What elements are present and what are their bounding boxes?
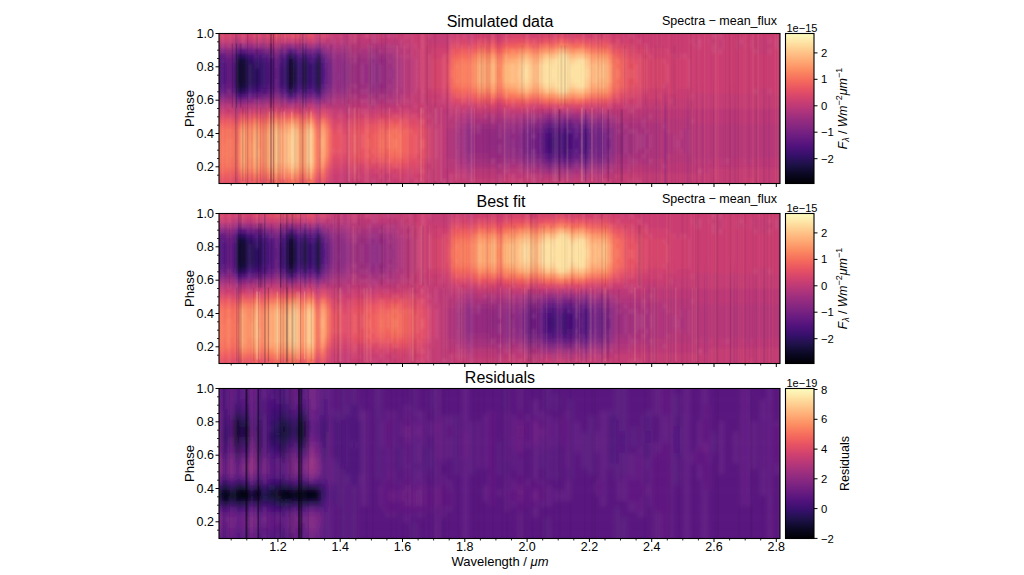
svg-text:Spectra − mean_flux: Spectra − mean_flux [662, 192, 778, 206]
svg-text:1.4: 1.4 [332, 540, 349, 554]
svg-text:1e−15: 1e−15 [787, 22, 818, 34]
svg-text:1e−15: 1e−15 [787, 202, 818, 214]
svg-text:1.0: 1.0 [197, 382, 214, 396]
svg-text:8: 8 [821, 384, 827, 396]
svg-text:0.6: 0.6 [197, 93, 214, 107]
svg-text:0.4: 0.4 [197, 307, 214, 321]
svg-text:2.2: 2.2 [581, 540, 598, 554]
svg-text:0: 0 [821, 280, 827, 292]
svg-text:0.4: 0.4 [197, 127, 214, 141]
svg-text:0: 0 [821, 503, 827, 515]
svg-text:2.8: 2.8 [768, 540, 785, 554]
svg-text:0.8: 0.8 [197, 240, 214, 254]
svg-text:Fλ / Wm−2μm−1: Fλ / Wm−2μm−1 [834, 248, 851, 330]
svg-text:Wavelength / μm: Wavelength / μm [452, 554, 549, 569]
svg-text:Residuals: Residuals [465, 369, 535, 386]
svg-text:Phase: Phase [182, 90, 197, 127]
svg-text:1.8: 1.8 [456, 540, 473, 554]
svg-text:1.2: 1.2 [269, 540, 286, 554]
svg-text:0.2: 0.2 [197, 160, 214, 174]
svg-text:1.6: 1.6 [394, 540, 411, 554]
svg-text:0: 0 [821, 100, 827, 112]
svg-text:2.4: 2.4 [643, 540, 660, 554]
svg-text:2: 2 [821, 227, 827, 239]
svg-text:4: 4 [821, 443, 827, 455]
svg-text:1: 1 [821, 73, 827, 85]
svg-text:Simulated data: Simulated data [447, 13, 554, 30]
svg-text:1e−19: 1e−19 [787, 377, 818, 389]
svg-text:−1: −1 [821, 306, 834, 318]
svg-text:Fλ / Wm−2μm−1: Fλ / Wm−2μm−1 [834, 68, 851, 150]
svg-text:2: 2 [821, 473, 827, 485]
svg-text:2: 2 [821, 47, 827, 59]
svg-text:−2: −2 [821, 533, 834, 545]
svg-text:−2: −2 [821, 333, 834, 345]
svg-text:0.2: 0.2 [197, 340, 214, 354]
svg-text:−2: −2 [821, 153, 834, 165]
svg-text:1.0: 1.0 [197, 27, 214, 41]
svg-text:2.0: 2.0 [518, 540, 535, 554]
svg-text:0.2: 0.2 [197, 515, 214, 529]
svg-text:Best fit: Best fit [477, 193, 526, 210]
svg-text:1.0: 1.0 [197, 207, 214, 221]
svg-text:Residuals: Residuals [838, 436, 852, 491]
svg-text:1: 1 [821, 253, 827, 265]
svg-text:0.8: 0.8 [197, 415, 214, 429]
svg-text:Phase: Phase [182, 270, 197, 307]
svg-text:−1: −1 [821, 126, 834, 138]
svg-text:Spectra − mean_flux: Spectra − mean_flux [662, 14, 778, 28]
svg-text:0.8: 0.8 [197, 60, 214, 74]
svg-text:6: 6 [821, 413, 827, 425]
svg-text:0.6: 0.6 [197, 273, 214, 287]
svg-text:Phase: Phase [182, 445, 197, 482]
svg-text:0.6: 0.6 [197, 448, 214, 462]
svg-text:0.4: 0.4 [197, 482, 214, 496]
svg-text:2.6: 2.6 [705, 540, 722, 554]
